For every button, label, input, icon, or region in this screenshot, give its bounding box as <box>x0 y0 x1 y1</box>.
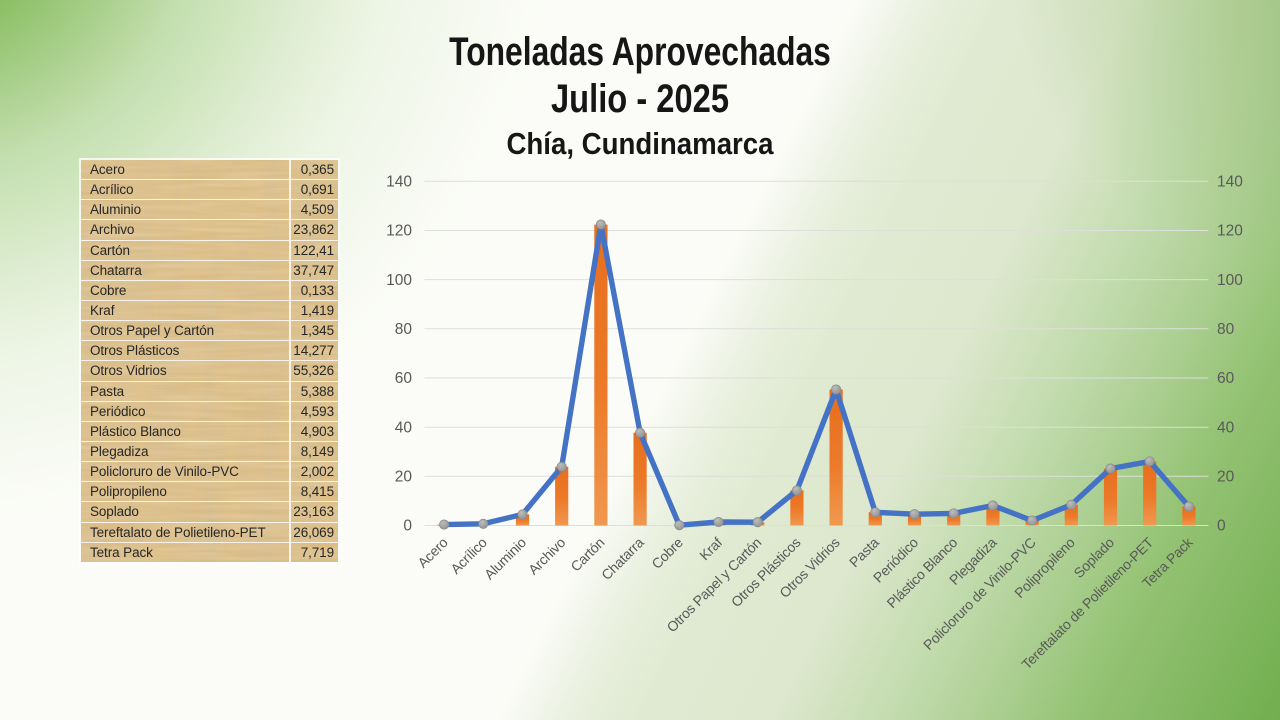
svg-text:40: 40 <box>395 419 413 436</box>
svg-text:0: 0 <box>1217 518 1226 535</box>
svg-text:Acero: Acero <box>414 534 451 571</box>
svg-text:Pasta: Pasta <box>846 534 882 570</box>
svg-text:Kraf: Kraf <box>696 534 725 563</box>
svg-text:Aluminio: Aluminio <box>481 534 529 582</box>
svg-text:140: 140 <box>386 174 412 191</box>
svg-text:0: 0 <box>403 518 412 535</box>
svg-text:40: 40 <box>1217 419 1235 436</box>
svg-text:Chatarra: Chatarra <box>598 534 647 583</box>
svg-text:100: 100 <box>1217 272 1243 289</box>
svg-text:Archivo: Archivo <box>525 534 569 578</box>
svg-text:80: 80 <box>1217 321 1235 338</box>
svg-text:20: 20 <box>395 469 413 486</box>
svg-text:140: 140 <box>1217 174 1243 191</box>
svg-text:Cobre: Cobre <box>648 534 686 572</box>
svg-text:80: 80 <box>395 321 413 338</box>
svg-text:120: 120 <box>1217 223 1243 240</box>
svg-text:60: 60 <box>1217 370 1235 387</box>
svg-text:120: 120 <box>386 223 412 240</box>
svg-text:60: 60 <box>395 370 413 387</box>
svg-text:20: 20 <box>1217 469 1235 486</box>
svg-text:100: 100 <box>386 272 412 289</box>
